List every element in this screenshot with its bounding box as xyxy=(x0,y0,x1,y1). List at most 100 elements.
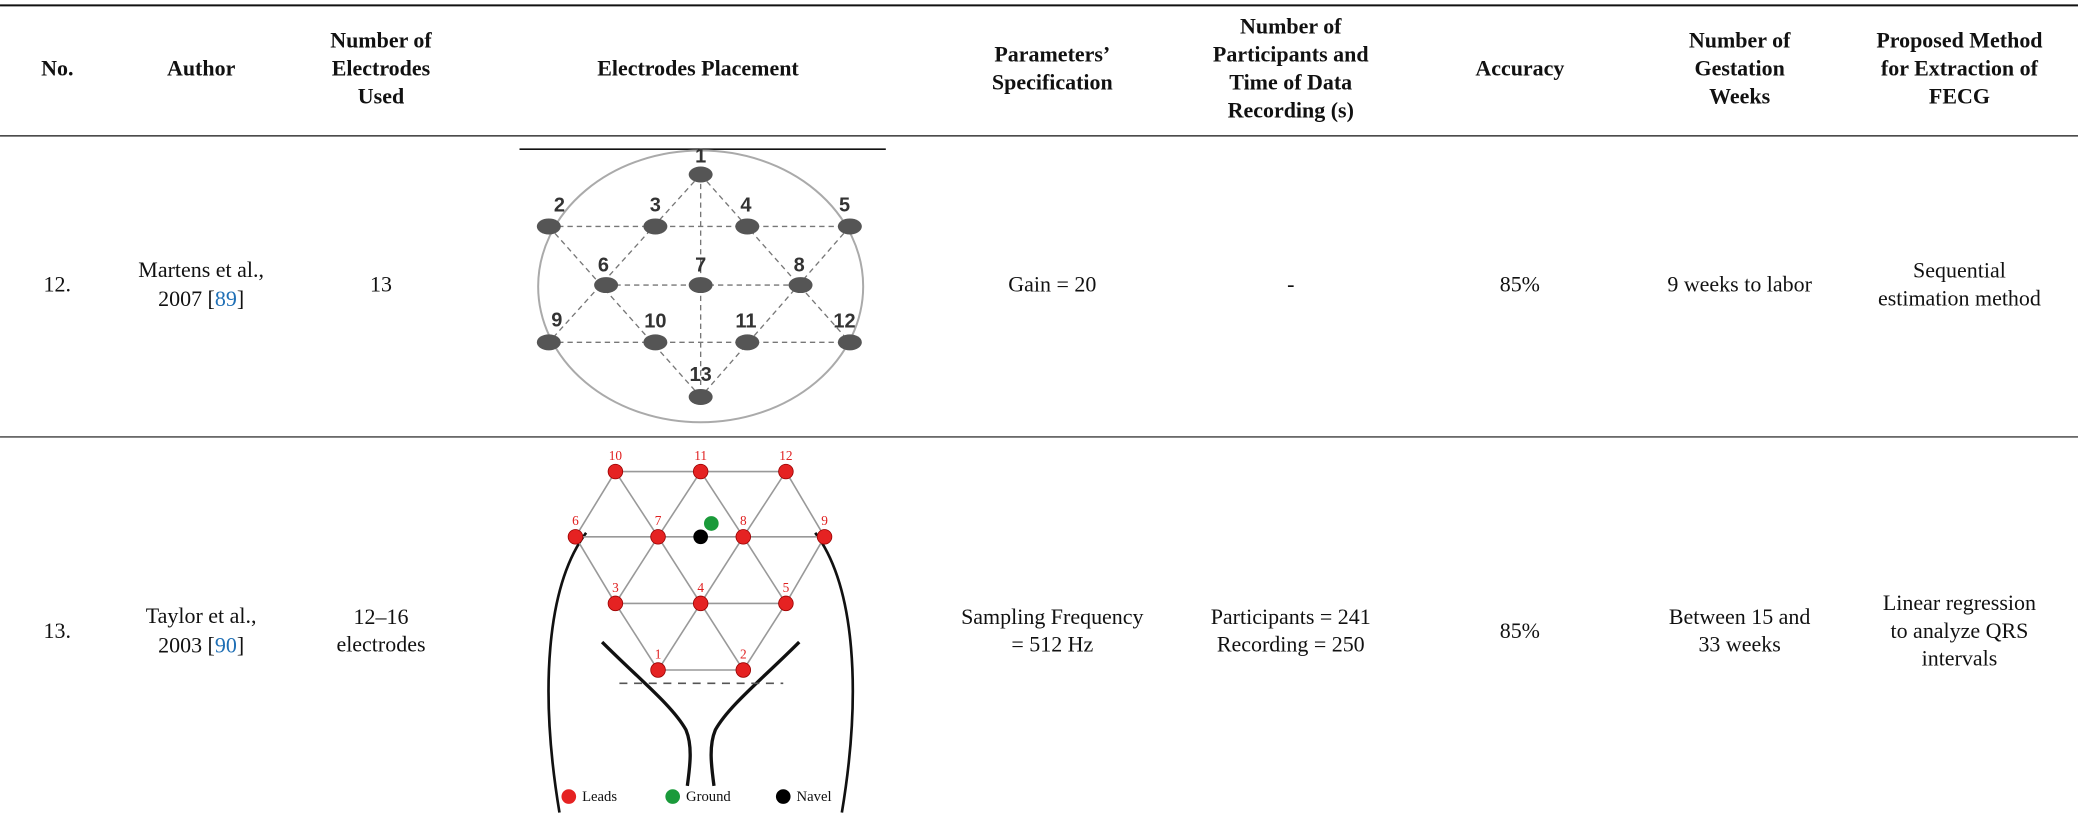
electrode xyxy=(735,334,760,351)
electrodes-cell: 12–16 xyxy=(354,604,409,629)
electrodes-cell: 13 xyxy=(370,271,392,296)
electrode-label: 5 xyxy=(839,195,850,217)
legend-dot xyxy=(561,789,577,804)
grid-edge xyxy=(574,471,617,538)
electrode-label: 3 xyxy=(650,195,661,217)
grid-edge xyxy=(657,471,702,538)
header-cell: Proposed Method xyxy=(1876,28,2042,53)
electrode-label: 8 xyxy=(794,255,805,277)
electrode xyxy=(735,218,760,235)
lead-label: 8 xyxy=(740,513,747,528)
electrode xyxy=(643,218,668,235)
electrode xyxy=(837,218,862,235)
lead xyxy=(778,595,794,612)
electrode-label: 11 xyxy=(735,311,756,333)
lead-label: 5 xyxy=(783,580,790,595)
author-year-text: 2003 [ xyxy=(158,632,215,657)
grid-edge xyxy=(785,536,826,604)
header-cell: Recording (s) xyxy=(1228,98,1354,123)
method-cell: Sequential xyxy=(1913,257,2006,282)
row-number: 13. xyxy=(44,618,71,643)
ground xyxy=(703,516,719,531)
lead xyxy=(692,463,709,480)
header-cell: Weeks xyxy=(1709,84,1770,109)
header-cell: No. xyxy=(41,56,73,81)
header-cell: Participants and xyxy=(1213,42,1369,67)
parameters-cell: Sampling Frequency xyxy=(961,604,1143,629)
electrode-label: 7 xyxy=(695,255,706,277)
lead xyxy=(650,529,666,545)
header-cell: Number of xyxy=(1689,28,1791,53)
lead-label: 7 xyxy=(655,513,662,528)
author-year: 2003 [90] xyxy=(158,632,244,657)
grid-edge xyxy=(699,471,744,538)
author: Martens et al., xyxy=(138,257,264,282)
header-cell: Electrodes Placement xyxy=(597,56,799,81)
method-cell: Linear regression xyxy=(1883,590,2036,615)
legend-label: Ground xyxy=(686,789,731,805)
lead xyxy=(778,463,794,480)
header-cell: Time of Data xyxy=(1229,70,1352,95)
electrode xyxy=(536,334,561,351)
legend-dot xyxy=(665,789,681,804)
electrode-label: 2 xyxy=(554,195,565,217)
lead xyxy=(735,662,752,678)
electrode-label: 9 xyxy=(551,309,562,331)
legend-label: Leads xyxy=(582,789,617,805)
lead-label: 10 xyxy=(609,448,623,463)
lead xyxy=(607,463,624,480)
header-cell: Number of xyxy=(330,28,432,53)
header-cell: Electrodes xyxy=(332,56,431,81)
accuracy-cell: 85% xyxy=(1500,618,1540,643)
electrode xyxy=(536,218,561,235)
electrode xyxy=(688,388,713,405)
gestation-cell: 9 weeks to labor xyxy=(1667,271,1812,296)
electrode-label: 10 xyxy=(644,311,666,333)
author-bracket: ] xyxy=(237,632,244,657)
lead xyxy=(816,529,833,545)
grid-edge xyxy=(699,536,744,604)
parameters-cell: = 512 Hz xyxy=(1011,632,1093,657)
grid-edge xyxy=(742,536,787,604)
grid-edge xyxy=(699,602,744,671)
method-cell: intervals xyxy=(1922,646,1998,671)
lead xyxy=(692,595,709,612)
lead xyxy=(607,595,624,612)
grid-edge xyxy=(574,536,617,604)
header-cell: Gestation xyxy=(1694,56,1784,81)
header-cell: Used xyxy=(358,84,404,109)
grid-edge xyxy=(614,536,659,604)
header-cell: Number of xyxy=(1240,14,1342,39)
electrodes-cell: electrodes xyxy=(336,632,425,657)
header-cell: Accuracy xyxy=(1475,56,1564,81)
diagram-1 xyxy=(519,148,886,424)
reference-link[interactable]: 89 xyxy=(215,286,237,311)
electrode-label: 13 xyxy=(690,364,712,386)
lead-label: 9 xyxy=(821,513,828,528)
reference-link[interactable]: 90 xyxy=(215,632,237,657)
electrode xyxy=(837,334,862,351)
grid-edge xyxy=(657,602,702,671)
legend-dot xyxy=(775,789,791,804)
parameters-cell: Gain = 20 xyxy=(1008,271,1096,296)
grid-edge xyxy=(742,471,787,538)
header-cell: FECG xyxy=(1929,84,1990,109)
gestation-cell: 33 weeks xyxy=(1698,632,1780,657)
grid-edge xyxy=(614,471,659,538)
lead-label: 2 xyxy=(740,646,747,661)
lead-label: 11 xyxy=(694,448,707,463)
lead-label: 1 xyxy=(655,646,662,661)
lead-label: 3 xyxy=(612,580,619,595)
lead xyxy=(735,529,752,545)
electrode-label: 4 xyxy=(740,195,751,217)
electrode xyxy=(788,277,813,294)
header-cell: Specification xyxy=(992,70,1113,95)
lead xyxy=(650,662,666,678)
grid-edge xyxy=(742,602,787,671)
electrode-label: 1 xyxy=(695,145,706,167)
row-number: 12. xyxy=(44,271,71,296)
author-year-text: 2007 [ xyxy=(158,286,215,311)
electrode xyxy=(688,166,713,183)
electrode xyxy=(688,277,713,294)
